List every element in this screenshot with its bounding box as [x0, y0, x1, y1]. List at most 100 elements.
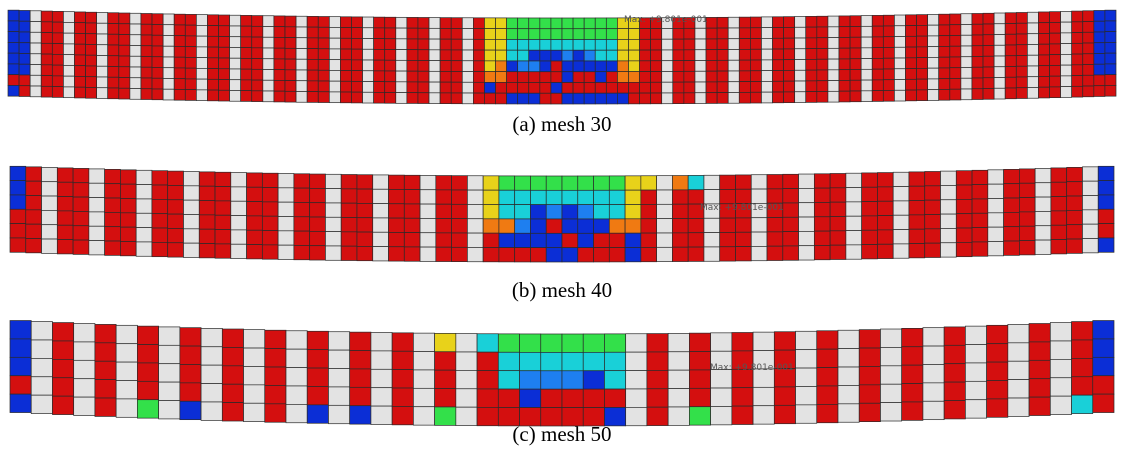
- mesh-cell: [1071, 10, 1084, 23]
- mesh-cell: [29, 21, 42, 33]
- mesh-cell: [1019, 168, 1036, 184]
- mesh-cell: [783, 16, 796, 28]
- mesh-cell: [766, 245, 784, 261]
- mesh-cell: [766, 217, 784, 233]
- mesh-cell: [861, 172, 878, 188]
- mesh-cell: [317, 16, 330, 28]
- mesh-cell: [406, 49, 419, 61]
- mesh-cell: [295, 37, 308, 49]
- mesh-cell: [750, 81, 762, 93]
- mesh-cell: [594, 82, 607, 94]
- mesh-cell: [18, 10, 31, 22]
- mesh-cell: [561, 71, 574, 83]
- mesh-cell: [151, 213, 169, 229]
- mesh-cell: [240, 15, 253, 27]
- mesh-cell: [716, 16, 729, 29]
- mesh-cell: [927, 46, 940, 58]
- mesh-cell: [982, 55, 995, 68]
- mesh-cell: [162, 35, 175, 47]
- mesh-cell: [285, 367, 308, 387]
- mesh-cell: [1104, 52, 1117, 65]
- mesh-cell: [813, 216, 831, 232]
- mesh-cell: [687, 232, 705, 248]
- mesh-cell: [938, 13, 951, 26]
- mesh-cell: [829, 201, 847, 217]
- mesh-cell: [56, 196, 74, 212]
- mesh-cell: [18, 74, 31, 87]
- mesh-cell: [417, 92, 430, 104]
- mesh-cell: [922, 382, 945, 402]
- mesh-cell: [240, 58, 253, 70]
- mesh-cell: [434, 406, 457, 426]
- mesh-cell: [115, 361, 138, 381]
- mesh-cell: [880, 328, 903, 348]
- mesh-cell: [639, 81, 651, 94]
- mesh-cell: [593, 204, 610, 220]
- mesh-cell: [129, 66, 142, 79]
- mesh-cell: [373, 38, 386, 50]
- mesh-cell: [85, 76, 97, 88]
- mesh-cell: [1093, 85, 1106, 97]
- mesh-cell: [482, 204, 500, 220]
- mesh-cell: [162, 88, 175, 101]
- mesh-cell: [372, 217, 389, 233]
- mesh-cell: [395, 38, 408, 50]
- mesh-cell: [317, 69, 330, 82]
- mesh-cell: [892, 200, 910, 216]
- mesh-cell: [1082, 180, 1099, 196]
- mesh-cell: [816, 367, 839, 387]
- mesh-cell: [158, 344, 181, 365]
- mesh-cell: [9, 237, 27, 253]
- mesh-cell: [413, 387, 435, 408]
- mesh-cell: [1050, 224, 1068, 240]
- mesh-cell: [514, 204, 531, 220]
- mesh-cell: [982, 88, 995, 100]
- mesh-cell: [905, 46, 917, 59]
- mesh-cell: [85, 11, 97, 24]
- mesh-cell: [183, 228, 200, 244]
- mesh-cell: [240, 68, 253, 81]
- mesh-cell: [1038, 43, 1050, 56]
- mesh-cell: [328, 386, 351, 406]
- mesh-cell: [1104, 31, 1117, 43]
- mesh-cell: [373, 92, 386, 104]
- mesh-cell: [882, 36, 895, 48]
- mesh-cell: [391, 406, 414, 426]
- mesh-cell: [880, 347, 903, 367]
- mesh-cell: [916, 46, 928, 58]
- mesh-cell: [30, 358, 53, 378]
- mesh-cell: [927, 14, 940, 26]
- mesh-cell: [604, 388, 627, 408]
- mesh-cell: [306, 80, 319, 92]
- mesh-cell: [719, 174, 736, 190]
- mesh-cell: [218, 79, 230, 91]
- mesh-cell: [419, 189, 437, 205]
- mesh-cell: [798, 231, 815, 247]
- mesh-cell: [993, 34, 1006, 46]
- mesh-cell: [561, 370, 584, 390]
- mesh-cell: [816, 58, 829, 71]
- mesh-cell: [738, 70, 751, 82]
- mesh-cell: [41, 210, 58, 226]
- mesh-cell: [940, 213, 957, 229]
- mesh-cell: [949, 13, 962, 26]
- mesh-cell: [894, 46, 906, 59]
- mesh-cell: [198, 200, 216, 216]
- mesh-cell: [1082, 53, 1095, 65]
- mesh-cell: [1082, 166, 1099, 182]
- mesh-cell: [1003, 226, 1020, 242]
- mesh-cell: [482, 247, 500, 263]
- mesh-cell: [577, 189, 594, 205]
- mesh-cell: [683, 81, 696, 94]
- mesh-cell: [506, 28, 519, 40]
- mesh-cell: [29, 53, 42, 65]
- mesh-cell: [617, 49, 629, 62]
- mesh-cell: [805, 69, 818, 82]
- mesh-cell: [1049, 86, 1061, 99]
- mesh-cell: [372, 188, 389, 204]
- mesh-cell: [577, 247, 594, 263]
- mesh-cell: [880, 402, 903, 422]
- mesh-cell: [455, 406, 478, 426]
- mesh-cell: [519, 333, 542, 353]
